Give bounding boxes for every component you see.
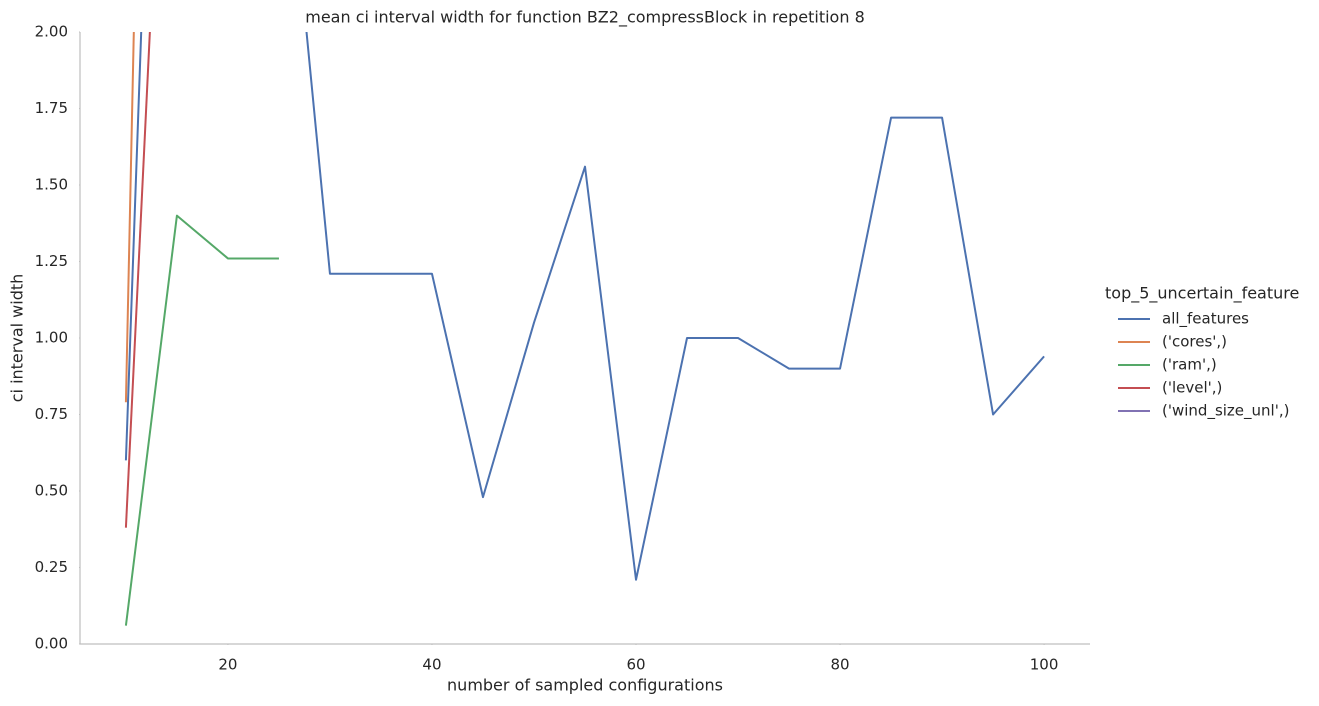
series-line — [124, 32, 151, 528]
y-tick-label: 2.00 — [35, 23, 68, 41]
chart-title: mean ci interval width for function BZ2_… — [305, 8, 865, 28]
legend-label: ('cores',) — [1162, 333, 1227, 351]
series-line — [124, 32, 135, 403]
legend-label: ('level',) — [1162, 379, 1222, 397]
legend-label: ('wind_size_unl',) — [1162, 402, 1289, 421]
y-tick-label: 1.25 — [35, 252, 68, 270]
legend-label: all_features — [1162, 310, 1249, 329]
series-line — [124, 214, 279, 626]
x-axis-label: number of sampled configurations — [447, 676, 723, 695]
y-tick-label: 0.50 — [35, 482, 68, 500]
x-tick-label: 80 — [831, 656, 850, 674]
plot-area — [124, 32, 1045, 626]
x-tick-label: 100 — [1030, 656, 1059, 674]
y-tick-label: 1.50 — [35, 176, 68, 194]
y-tick-label: 0.75 — [35, 405, 68, 423]
legend-label: ('ram',) — [1162, 356, 1217, 374]
x-tick-label: 60 — [626, 656, 645, 674]
y-tick-label: 1.00 — [35, 329, 68, 347]
y-tick-label: 1.75 — [35, 99, 68, 117]
legend-title: top_5_uncertain_feature — [1105, 284, 1299, 304]
y-tick-label: 0.00 — [35, 635, 68, 653]
y-axis-label: ci interval width — [8, 274, 27, 403]
y-tick-label: 0.25 — [35, 558, 68, 576]
x-tick-label: 40 — [422, 656, 441, 674]
series-line — [124, 32, 1045, 581]
x-tick-label: 20 — [218, 656, 237, 674]
